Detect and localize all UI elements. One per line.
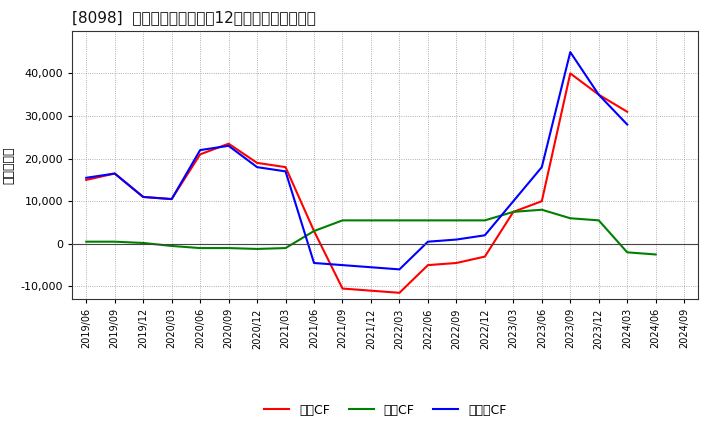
営業CF <box>480 254 489 259</box>
Legend: 営業CF, 投資CF, フリーCF: 営業CF, 投資CF, フリーCF <box>259 399 511 422</box>
投資CF <box>652 252 660 257</box>
投資CF <box>282 246 290 251</box>
投資CF <box>537 207 546 213</box>
フリーCF <box>225 143 233 148</box>
Line: 投資CF: 投資CF <box>86 210 656 254</box>
フリーCF <box>423 239 432 244</box>
投資CF <box>139 240 148 246</box>
営業CF <box>225 141 233 147</box>
営業CF <box>167 196 176 202</box>
営業CF <box>82 177 91 183</box>
投資CF <box>366 218 375 223</box>
営業CF <box>395 290 404 295</box>
投資CF <box>595 218 603 223</box>
営業CF <box>537 198 546 204</box>
Line: フリーCF: フリーCF <box>86 52 627 269</box>
投資CF <box>452 218 461 223</box>
投資CF <box>623 249 631 255</box>
フリーCF <box>452 237 461 242</box>
投資CF <box>110 239 119 244</box>
フリーCF <box>310 260 318 266</box>
投資CF <box>423 218 432 223</box>
フリーCF <box>480 233 489 238</box>
投資CF <box>167 243 176 249</box>
Line: 営業CF: 営業CF <box>86 73 627 293</box>
営業CF <box>110 171 119 176</box>
フリーCF <box>167 196 176 202</box>
営業CF <box>338 286 347 291</box>
営業CF <box>139 194 148 200</box>
Y-axis label: （百万円）: （百万円） <box>2 146 15 184</box>
営業CF <box>253 160 261 165</box>
Text: [8098]  キャッシュフローの12か月移動合計の推移: [8098] キャッシュフローの12か月移動合計の推移 <box>72 11 316 26</box>
投資CF <box>253 246 261 252</box>
フリーCF <box>395 267 404 272</box>
投資CF <box>509 209 518 215</box>
フリーCF <box>623 122 631 127</box>
投資CF <box>338 218 347 223</box>
フリーCF <box>595 92 603 97</box>
営業CF <box>566 71 575 76</box>
営業CF <box>366 288 375 293</box>
フリーCF <box>338 263 347 268</box>
フリーCF <box>196 147 204 153</box>
投資CF <box>566 216 575 221</box>
フリーCF <box>366 264 375 270</box>
営業CF <box>282 165 290 170</box>
フリーCF <box>110 171 119 176</box>
営業CF <box>196 152 204 157</box>
投資CF <box>310 228 318 234</box>
投資CF <box>82 239 91 244</box>
フリーCF <box>509 198 518 204</box>
投資CF <box>196 246 204 251</box>
投資CF <box>480 218 489 223</box>
営業CF <box>509 209 518 215</box>
営業CF <box>595 92 603 97</box>
フリーCF <box>282 169 290 174</box>
営業CF <box>310 228 318 234</box>
投資CF <box>225 246 233 251</box>
フリーCF <box>537 165 546 170</box>
投資CF <box>395 218 404 223</box>
営業CF <box>623 109 631 114</box>
フリーCF <box>139 194 148 200</box>
営業CF <box>452 260 461 266</box>
営業CF <box>423 263 432 268</box>
フリーCF <box>566 49 575 55</box>
フリーCF <box>253 165 261 170</box>
フリーCF <box>82 175 91 180</box>
